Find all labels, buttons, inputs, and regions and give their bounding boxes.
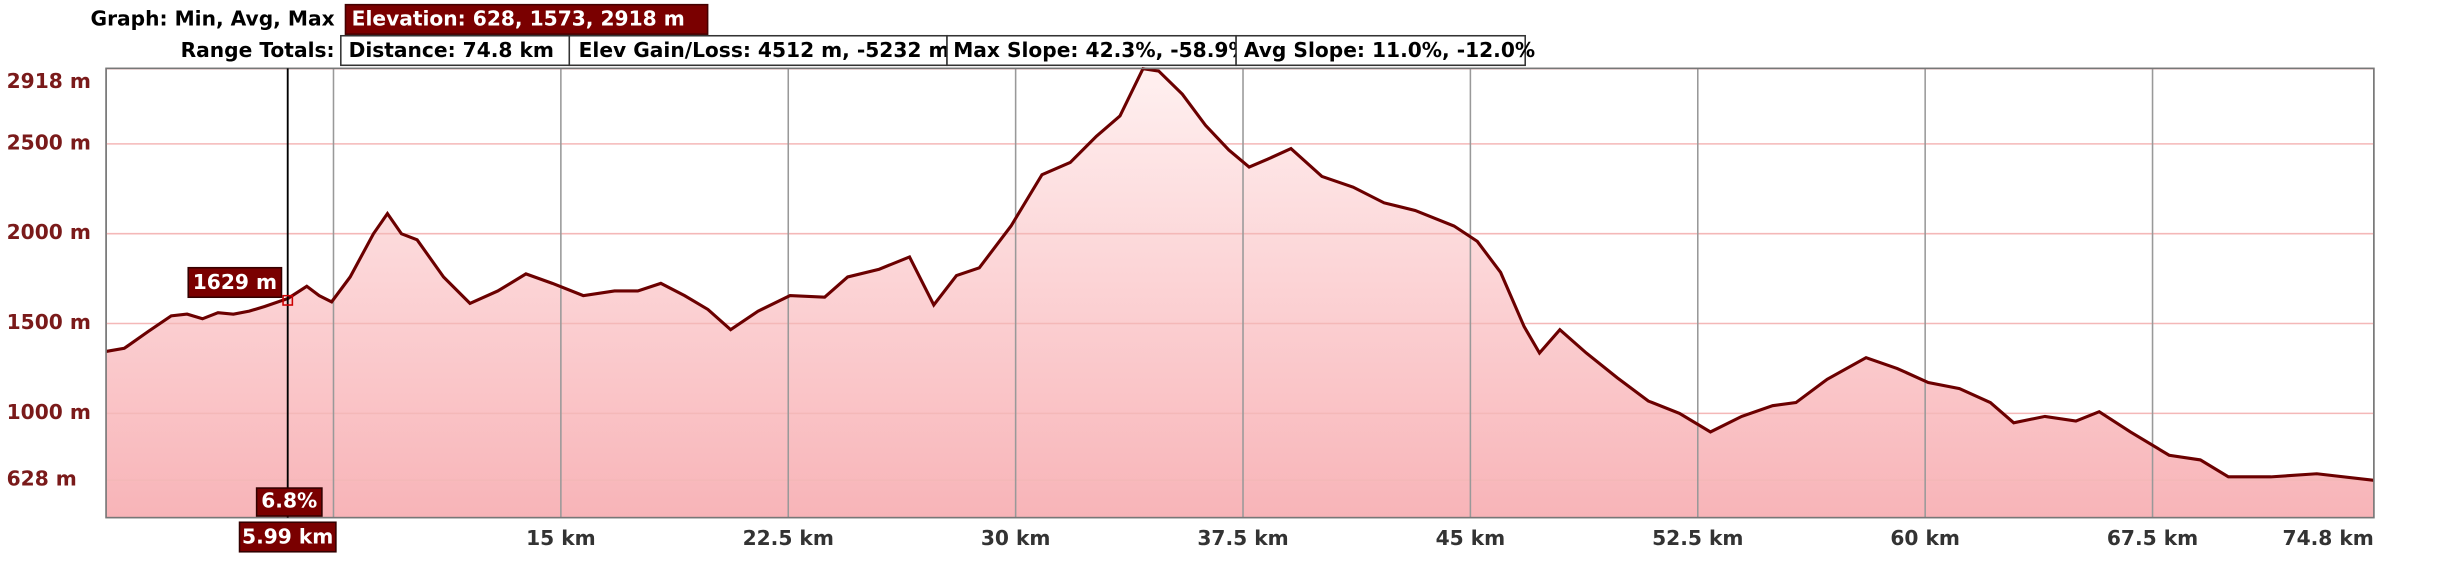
max-slope-box <box>946 34 1237 67</box>
plot: 628 m 1000 m 1500 m 2000 m 2500 m 2918 m 15 km… <box>7 66 2375 553</box>
range-label: Range Totals: <box>181 38 335 62</box>
elevation-box <box>344 3 709 35</box>
x-tick-label: 74.8 km <box>2283 526 2374 550</box>
x-tick-label: 67.5 km <box>2107 526 2198 550</box>
distance-box <box>340 34 571 67</box>
x-tick-label: 22.5 km <box>743 526 834 550</box>
x-tick-label: 52.5 km <box>1652 526 1743 550</box>
cursor-x-label: 5.99 km <box>242 524 333 548</box>
cursor-value-box <box>187 266 283 299</box>
distance-text: Distance: 74.8 km <box>349 38 554 62</box>
avg-slope-box <box>1235 34 1526 67</box>
x-tick-label: 60 km <box>1890 526 1960 550</box>
cursor-marker <box>282 294 294 306</box>
plot-border <box>105 67 2375 519</box>
elevation-text: Elevation: 628, 1573, 2918 m <box>352 7 685 31</box>
y-tick-label: 2918 m <box>7 69 91 93</box>
y-tick-label: 628 m <box>7 467 77 491</box>
y-tick-label: 2000 m <box>7 220 91 244</box>
elevation-area <box>106 68 2374 518</box>
max-slope-text: Max Slope: 42.3%, -58.9% <box>953 38 1248 62</box>
y-tick-label: 1500 m <box>7 310 91 334</box>
x-tick-label: 30 km <box>981 526 1051 550</box>
cursor-x-box <box>238 521 337 553</box>
graph-label: Graph: Min, Avg, Max <box>90 7 334 31</box>
elevation-line <box>105 66 2375 482</box>
x-tick-label: 37.5 km <box>1197 526 1288 550</box>
cursor-slope-label: 6.8% <box>261 489 317 513</box>
cursor-slope-box <box>255 487 323 517</box>
x-tick-label: 15 km <box>526 526 596 550</box>
avg-slope-text: Avg Slope: 11.0%, -12.0% <box>1244 38 1535 62</box>
x-tick-label: 45 km <box>1436 526 1506 550</box>
gain-box <box>568 34 948 67</box>
y-tick-label: 1000 m <box>7 400 91 424</box>
gain-text: Elev Gain/Loss: 4512 m, -5232 m <box>579 38 950 62</box>
cursor-value-label: 1629 m <box>193 270 277 294</box>
y-tick-label: 2500 m <box>7 130 91 154</box>
